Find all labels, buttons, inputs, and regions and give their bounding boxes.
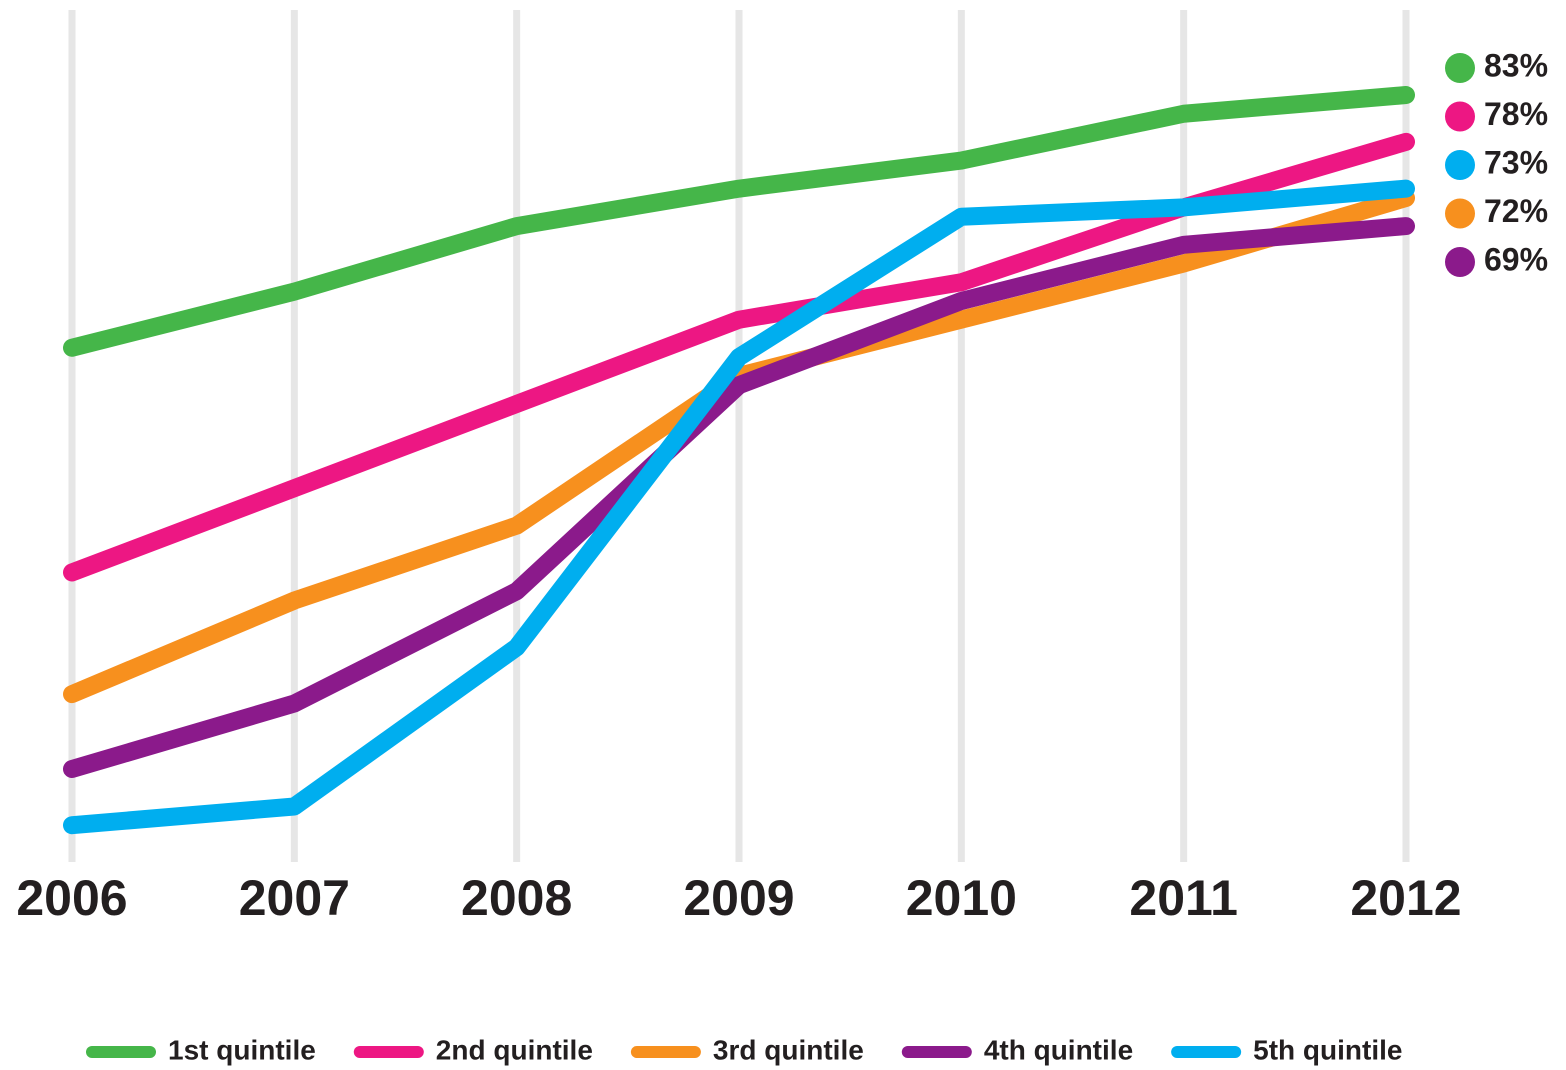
end-label-dot: [1445, 53, 1475, 83]
end-label-dot: [1445, 150, 1475, 180]
series-line: [63, 217, 1415, 779]
end-label-dot: [1445, 101, 1475, 132]
x-tick-label: 2011: [1129, 870, 1237, 926]
x-tick-label: 2006: [16, 870, 127, 926]
x-tick-label: 2009: [683, 870, 794, 926]
end-label-dot: [1445, 247, 1475, 277]
x-tick-label: 2008: [461, 870, 572, 926]
x-tick-label: 2010: [906, 870, 1017, 926]
end-label: 73%: [1484, 144, 1548, 180]
series-line: [63, 179, 1415, 835]
end-label: 78%: [1484, 96, 1548, 132]
end-label: 83%: [1484, 47, 1548, 83]
end-label: 72%: [1484, 193, 1548, 229]
legend-label: 1st quintile: [168, 1034, 316, 1065]
x-tick-label: 2012: [1350, 870, 1461, 926]
series-line: [63, 86, 1415, 357]
end-label-dot: [1445, 198, 1475, 229]
legend-label: 5th quintile: [1253, 1034, 1402, 1065]
legend-label: 2nd quintile: [436, 1034, 593, 1065]
end-label: 69%: [1484, 241, 1548, 277]
legend-label: 3rd quintile: [713, 1034, 864, 1065]
x-tick-label: 2007: [239, 870, 350, 926]
legend-label: 4th quintile: [984, 1034, 1133, 1065]
